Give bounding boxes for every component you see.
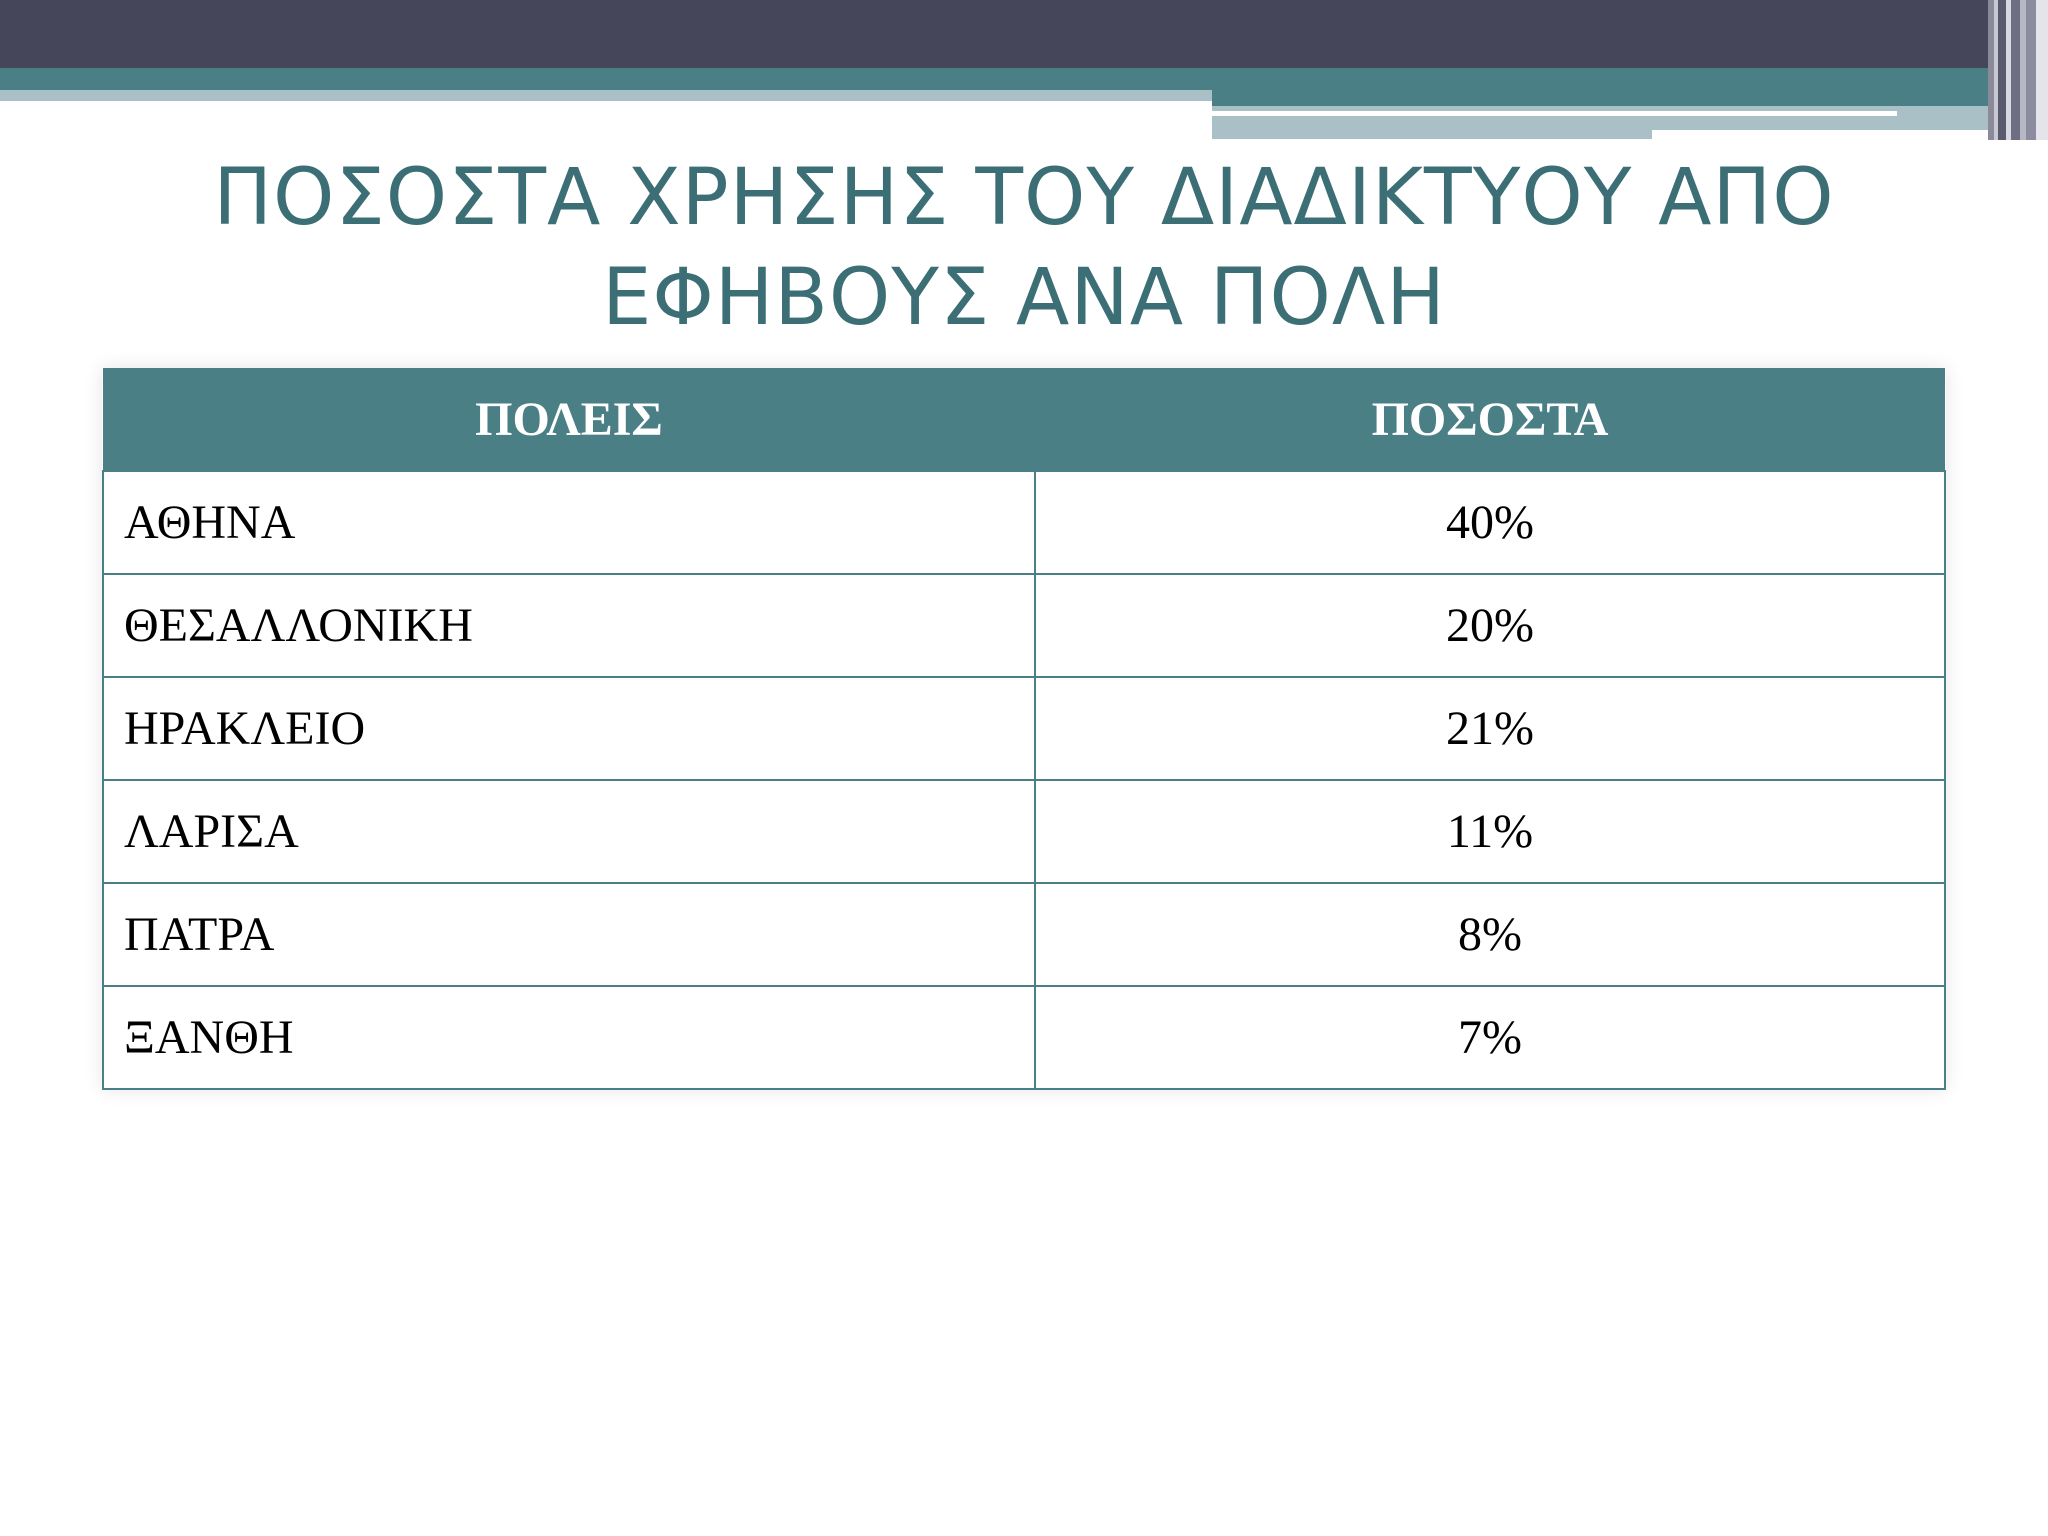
city-cell: ΠΑΤΡΑ: [102, 882, 1036, 987]
percent-cell: 40%: [1034, 470, 1946, 575]
table-row: ΘΕΣΑΛΛΟΝΙΚΗ 20%: [102, 573, 1946, 678]
city-cell: ΘΕΣΑΛΛΟΝΙΚΗ: [102, 573, 1036, 678]
header-band-teal: [0, 68, 2048, 90]
percent-cell: 7%: [1034, 985, 1946, 1090]
header-block-light: [1212, 106, 2012, 130]
table-row: ΗΡΑΚΛΕΙΟ 21%: [102, 676, 1946, 781]
data-table-container: ΠΟΛΕΙΣ ΠΟΣΟΣΤΑ ΑΘΗΝΑ 40% ΘΕΣΑΛΛΟΝΙΚΗ 20%…: [102, 368, 1946, 1090]
city-cell: ΑΘΗΝΑ: [102, 470, 1036, 575]
table-row: ΠΑΤΡΑ 8%: [102, 882, 1946, 987]
header-block-teal: [1212, 90, 2048, 106]
city-cell: ΗΡΑΚΛΕΙΟ: [102, 676, 1036, 781]
edge-stripes-decoration: [1988, 0, 2048, 140]
table-row: ΑΘΗΝΑ 40%: [102, 470, 1946, 575]
slide-title: ΠΟΣΟΣΤΑ ΧΡΗΣΗΣ ΤΟΥ ΔΙΑΔΙΚΤΥΟΥ ΑΠΟ ΕΦΗΒΟΥ…: [213, 153, 1835, 343]
header-band-light: [0, 90, 1212, 101]
header-band-dark: [0, 0, 2048, 68]
data-table: ΠΟΛΕΙΣ ΠΟΣΟΣΤΑ ΑΘΗΝΑ 40% ΘΕΣΑΛΛΟΝΙΚΗ 20%…: [102, 368, 1946, 1090]
city-cell: ΛΑΡΙΣΑ: [102, 779, 1036, 884]
percent-cell: 21%: [1034, 676, 1946, 781]
header-divider-line: [1212, 111, 1897, 116]
percent-cell: 8%: [1034, 882, 1946, 987]
header-block-light-lower: [1212, 130, 1652, 139]
city-cell: ΞΑΝΘΗ: [102, 985, 1036, 1090]
table-header-row: ΠΟΛΕΙΣ ΠΟΣΟΣΤΑ: [103, 368, 1945, 471]
table-row: ΞΑΝΘΗ 7%: [102, 985, 1946, 1090]
column-header-percentages: ΠΟΣΟΣΤΑ: [1035, 368, 1945, 471]
percent-cell: 20%: [1034, 573, 1946, 678]
table-row: ΛΑΡΙΣΑ 11%: [102, 779, 1946, 884]
percent-cell: 11%: [1034, 779, 1946, 884]
column-header-cities: ΠΟΛΕΙΣ: [103, 368, 1035, 471]
